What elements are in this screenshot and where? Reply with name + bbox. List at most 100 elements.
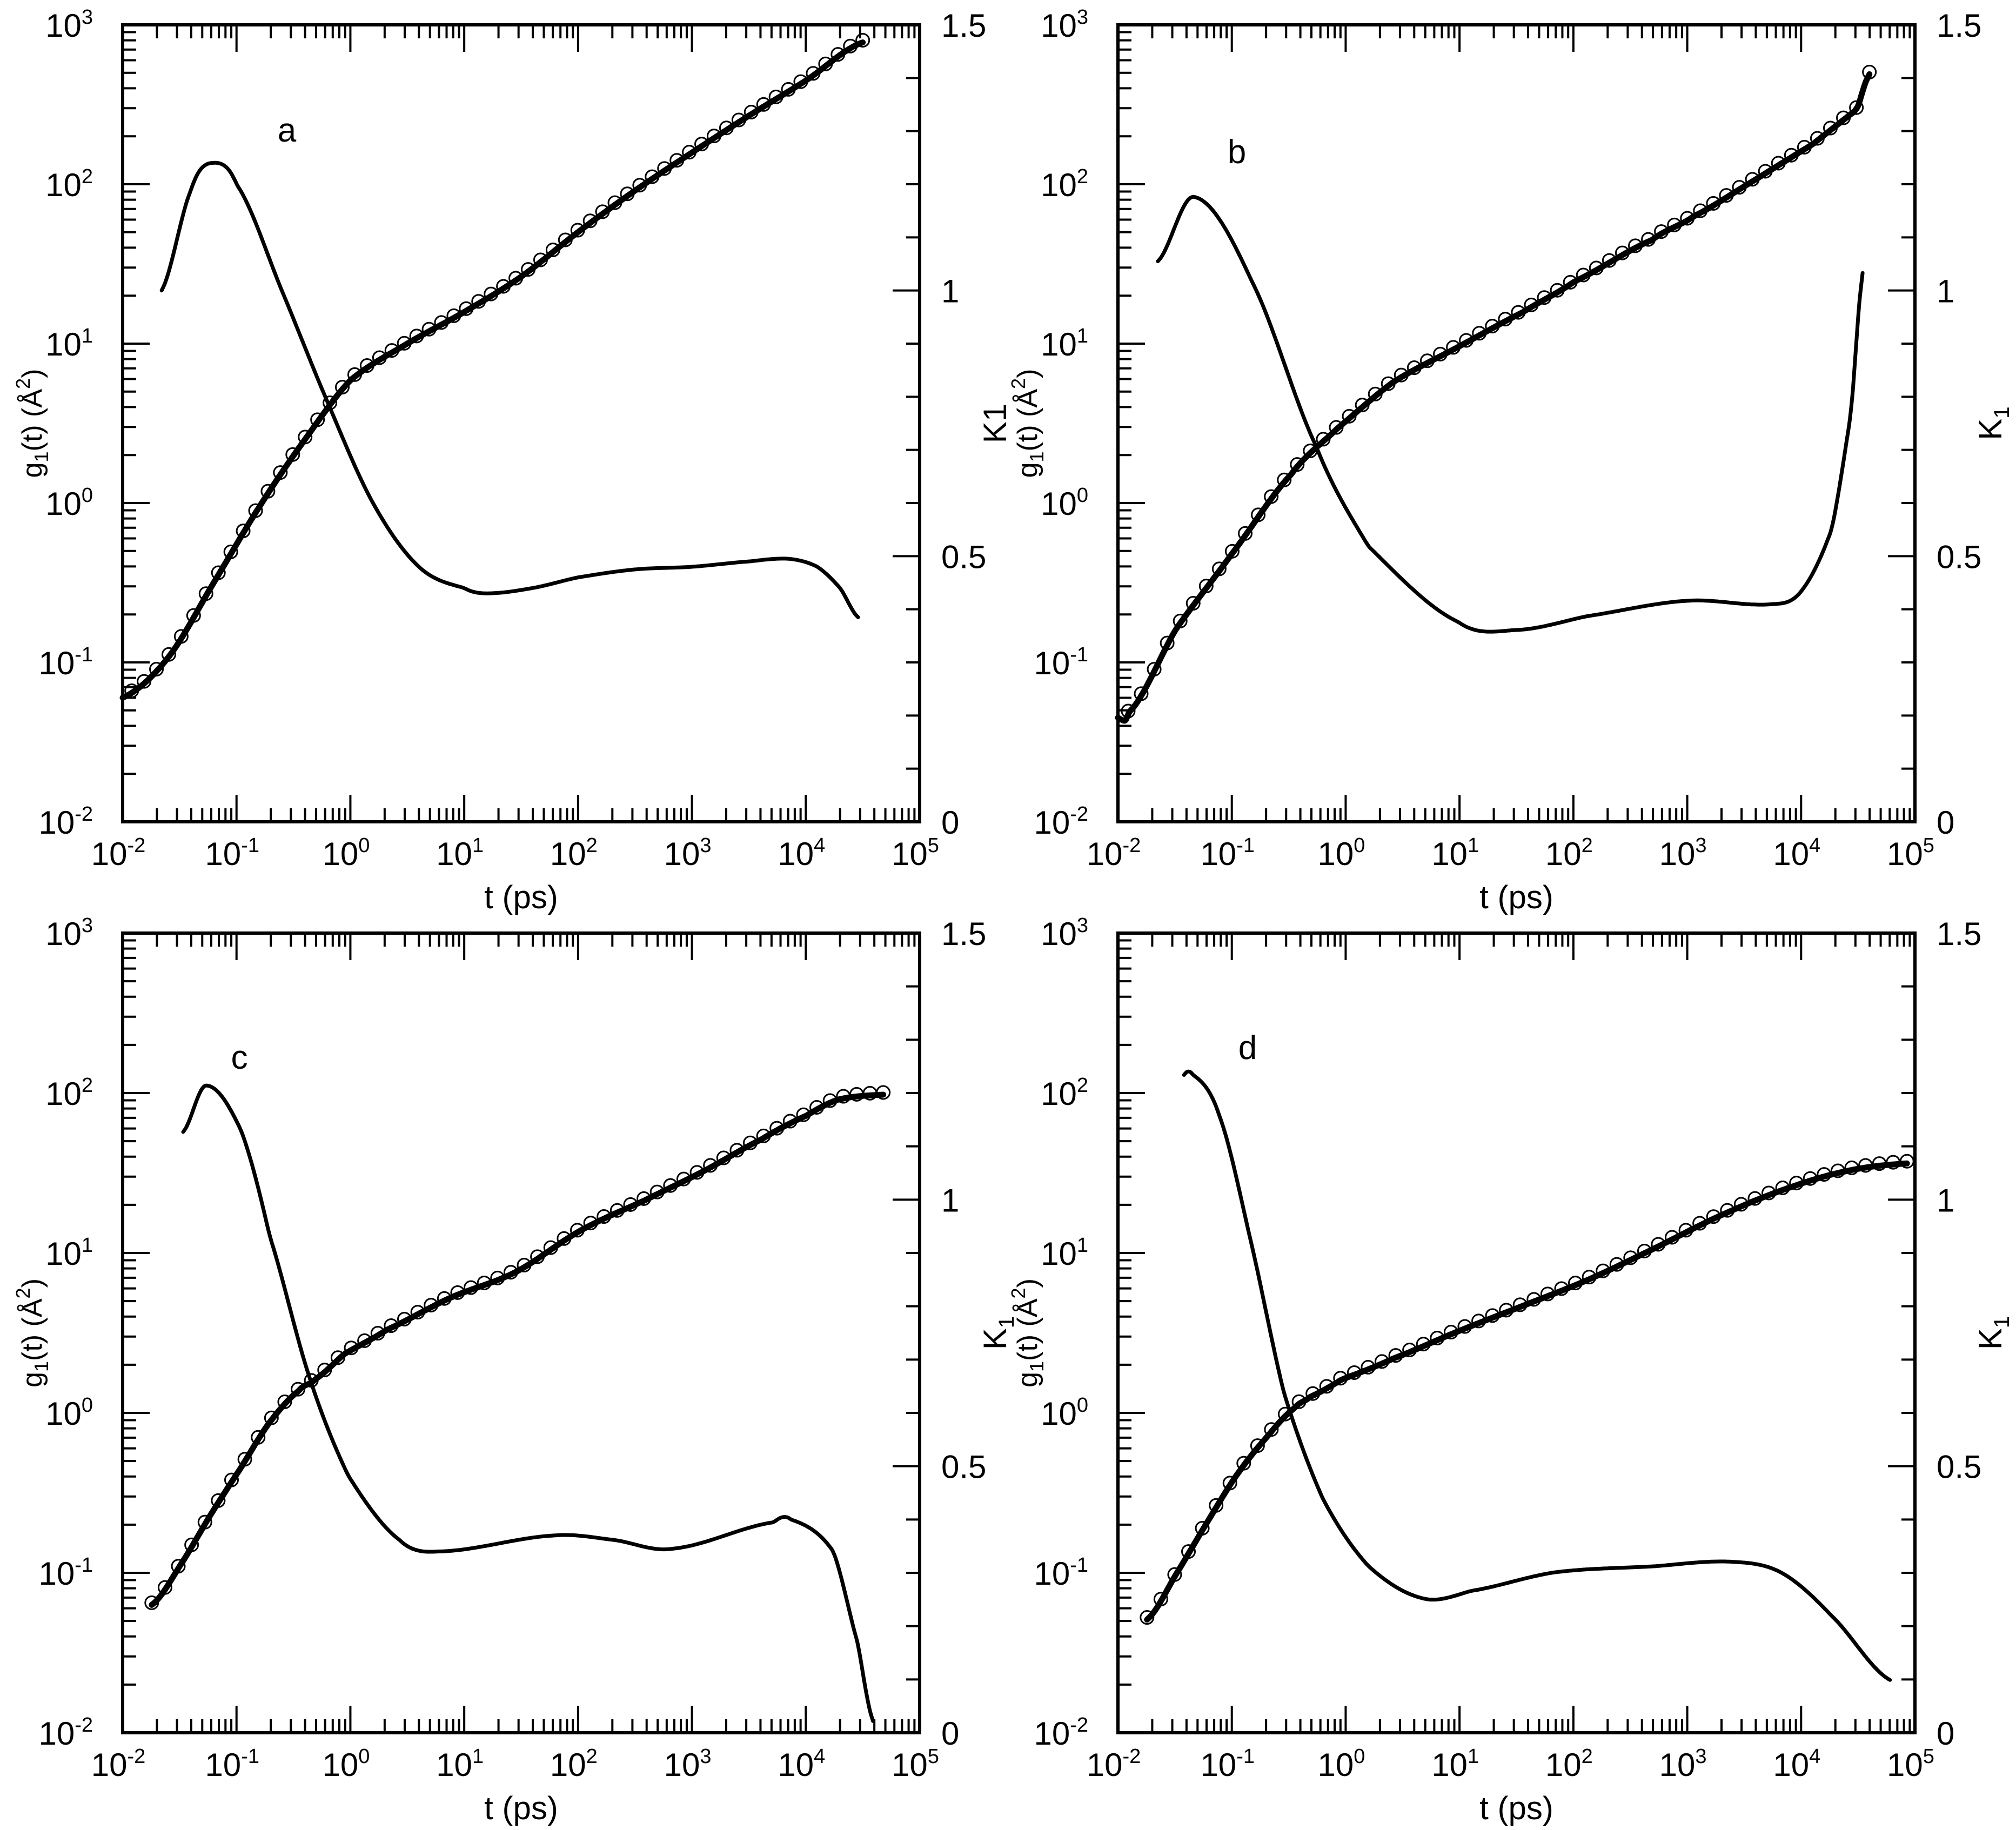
data-point — [1849, 100, 1864, 115]
y-axis-ticks — [1118, 939, 1145, 1686]
data-point — [583, 1216, 598, 1231]
data-point — [211, 1493, 226, 1508]
y2-tick-label: 1 — [1937, 1182, 1954, 1218]
data-point — [477, 1275, 492, 1290]
data-point — [370, 1326, 385, 1341]
x-tick-label: 100 — [1317, 834, 1365, 872]
x-tick-label: 10-2 — [91, 834, 146, 872]
data-point — [1264, 1422, 1279, 1437]
x-tick-label: 10-2 — [1087, 1745, 1141, 1783]
data-point — [1706, 196, 1721, 211]
data-point — [450, 1285, 465, 1300]
y2-tick-label: 0 — [941, 1715, 959, 1752]
data-point — [876, 1085, 891, 1100]
panel-b: 10-2 10-1 100 101 102 103 104 10510-210-1100101… — [1007, 6, 2014, 915]
data-point — [1368, 386, 1383, 401]
data-point — [782, 1114, 798, 1129]
data-point — [1537, 290, 1552, 305]
y-tick-label: 103 — [45, 6, 93, 44]
x-tick-label: 105 — [1887, 834, 1934, 872]
plot-frame — [1116, 23, 1917, 823]
data-point — [285, 447, 300, 462]
data-point — [1641, 232, 1656, 247]
data-point — [1394, 367, 1409, 383]
data-point — [1153, 1592, 1168, 1607]
data-point — [1706, 1209, 1721, 1224]
data-point — [1563, 274, 1578, 290]
x-tick-label: 103 — [664, 834, 712, 872]
data-point — [424, 1298, 439, 1313]
x-tick-label: 105 — [892, 1745, 939, 1783]
data-point — [1485, 319, 1500, 334]
data-point — [317, 1363, 332, 1378]
y2-axis-ticks — [1888, 77, 1915, 770]
data-point — [198, 586, 213, 601]
data-point — [1762, 1185, 1777, 1201]
data-point — [508, 271, 524, 286]
data-point — [1290, 457, 1305, 472]
data-point — [236, 524, 251, 539]
x-axis-title: t (ps) — [484, 879, 558, 915]
k1-curve — [159, 160, 860, 619]
x-tick-label: 100 — [322, 834, 370, 872]
data-point — [1844, 1160, 1859, 1175]
data-point — [657, 161, 672, 176]
y-tick-label: 102 — [1041, 165, 1088, 203]
data-point — [1623, 1250, 1638, 1265]
data-point — [372, 350, 387, 365]
data-point — [719, 120, 734, 136]
x-tick-label: 10-2 — [1087, 834, 1141, 872]
data-point — [434, 315, 449, 330]
data-point — [1498, 312, 1513, 327]
y-axis-ticks — [1118, 31, 1145, 775]
data-point — [1264, 489, 1279, 504]
data-point — [768, 89, 783, 104]
data-point — [1784, 148, 1799, 163]
y2-tick-label: 0.5 — [1937, 1449, 1981, 1485]
data-point — [1775, 1180, 1790, 1195]
data-point — [623, 1197, 638, 1212]
x-tick-label: 102 — [550, 834, 598, 872]
data-point — [1329, 420, 1344, 435]
data-point — [496, 279, 511, 294]
x-tick-label: 101 — [436, 834, 484, 872]
data-point — [1526, 1292, 1542, 1307]
y-axis-ticks — [123, 939, 150, 1686]
data-point — [742, 1135, 758, 1150]
data-point — [437, 1291, 452, 1306]
data-point — [1582, 1270, 1597, 1285]
x-tick-label: 104 — [1773, 834, 1820, 872]
data-point — [446, 308, 461, 323]
x-tick-label: 100 — [322, 1745, 370, 1783]
data-point — [1789, 1176, 1804, 1191]
data-point — [1160, 635, 1175, 651]
data-point — [484, 286, 499, 301]
data-point — [620, 186, 635, 202]
g1-fit-line — [119, 39, 866, 701]
data-point — [1134, 686, 1149, 701]
data-point — [330, 1350, 345, 1365]
data-point — [1472, 326, 1487, 341]
data-point — [1333, 1371, 1348, 1386]
data-point — [344, 1340, 359, 1356]
data-point — [1524, 297, 1539, 312]
data-point — [237, 1452, 252, 1467]
g1-data-markers — [144, 1085, 891, 1610]
data-point — [682, 145, 697, 160]
y-axis-title: g1(t) (Å2) — [12, 1278, 52, 1387]
x-tick-label: 102 — [1545, 1745, 1593, 1783]
data-point — [251, 1430, 266, 1445]
y-tick-label: 102 — [45, 165, 93, 203]
data-point — [582, 213, 598, 229]
x-axis-ticks — [156, 25, 916, 822]
data-point — [570, 1223, 585, 1238]
data-point — [1186, 596, 1201, 611]
data-point — [291, 1382, 306, 1397]
data-point — [1540, 1286, 1555, 1302]
panel-label: c — [231, 1039, 248, 1076]
data-point — [137, 674, 152, 689]
data-point — [676, 1171, 691, 1187]
data-point — [1419, 353, 1435, 368]
data-point — [1745, 172, 1760, 187]
data-point — [1651, 1237, 1666, 1252]
